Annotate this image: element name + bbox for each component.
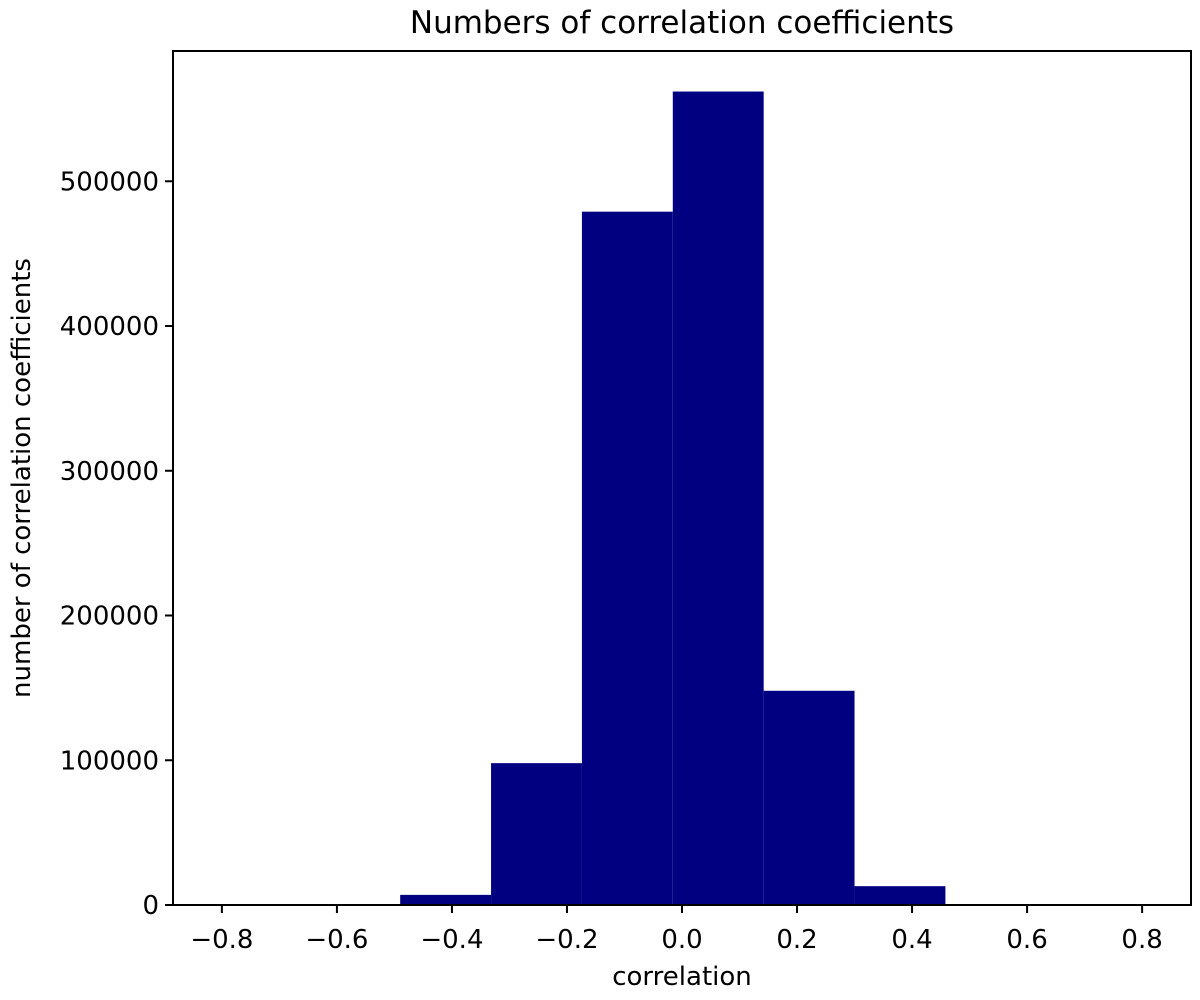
histogram-bar xyxy=(581,211,673,906)
x-tick-label: 0.6 xyxy=(1006,925,1047,955)
x-tick-label: 0.4 xyxy=(891,925,932,955)
bars-group xyxy=(400,91,946,906)
y-tick-label: 100000 xyxy=(60,746,159,776)
x-tick-label: −0.8 xyxy=(190,925,253,955)
x-axis-label: correlation xyxy=(612,962,752,992)
x-tick-label: −0.2 xyxy=(535,925,598,955)
y-tick-label: 500000 xyxy=(60,167,159,197)
chart-title: Numbers of correlation coefficients xyxy=(410,5,954,41)
x-tick-label: −0.6 xyxy=(305,925,368,955)
x-tick-label: 0.2 xyxy=(776,925,817,955)
y-tick-label: 400000 xyxy=(60,312,159,342)
x-tick-label: −0.4 xyxy=(420,925,483,955)
y-axis-ticks: 0 100000 200000 300000 400000 500000 xyxy=(60,167,173,921)
histogram-bar xyxy=(763,690,855,905)
histogram-bar xyxy=(491,763,582,905)
histogram-bar xyxy=(400,894,492,905)
y-axis-label: number of correlation coefficients xyxy=(7,258,37,698)
x-tick-label: 0.8 xyxy=(1121,925,1162,955)
x-tick-label: 0.0 xyxy=(661,925,702,955)
histogram-bar xyxy=(672,91,764,905)
y-tick-label: 200000 xyxy=(60,602,159,632)
plot-frame xyxy=(172,50,1192,906)
x-axis-ticks: −0.8 −0.6 −0.4 −0.2 0.0 0.2 0.4 0.6 0.8 xyxy=(190,905,1163,955)
y-tick-label: 300000 xyxy=(60,457,159,487)
y-tick-label: 0 xyxy=(142,891,159,921)
histogram-bar xyxy=(854,886,946,905)
